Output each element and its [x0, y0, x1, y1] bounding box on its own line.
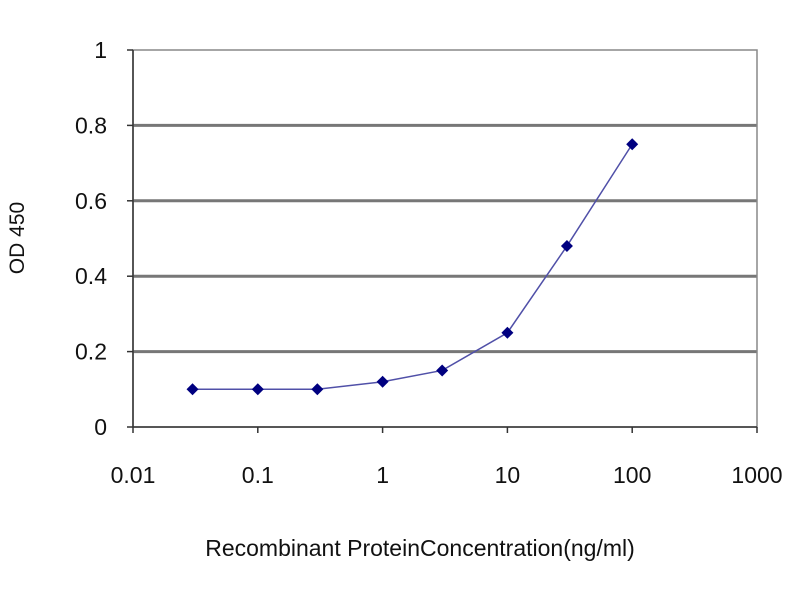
x-tick-labels: 0.01 0.1 1 10 100 1000 — [111, 462, 783, 488]
axes — [127, 49, 758, 433]
series-line — [192, 143, 633, 391]
y-tick-label: 0.4 — [75, 263, 107, 289]
data-point — [311, 383, 324, 396]
y-tick-label: 1 — [94, 37, 107, 63]
x-tick-label: 1000 — [731, 462, 782, 488]
x-tick-label: 100 — [613, 462, 651, 488]
data-point — [186, 383, 199, 396]
data-point — [376, 375, 389, 388]
y-tick-labels: 0 0.2 0.4 0.6 0.8 1 — [75, 37, 107, 440]
y-tick-label: 0.2 — [75, 339, 107, 365]
x-tick-label: 10 — [495, 462, 521, 488]
data-point — [436, 364, 449, 377]
x-tick-label: 0.01 — [111, 462, 156, 488]
series — [186, 138, 639, 396]
x-tick-label: 0.1 — [242, 462, 274, 488]
x-tick-label: 1 — [376, 462, 389, 488]
data-point — [501, 326, 514, 339]
y-axis-label: OD 450 — [6, 202, 29, 274]
y-tick-label: 0.6 — [75, 188, 107, 214]
data-point — [626, 138, 639, 151]
gridlines — [133, 123, 757, 354]
x-axis-label: Recombinant ProteinConcentration(ng/ml) — [205, 535, 635, 561]
y-tick-label: 0.8 — [75, 112, 107, 138]
y-tick-label: 0 — [94, 414, 107, 440]
data-point — [560, 240, 573, 253]
data-point — [251, 383, 264, 396]
